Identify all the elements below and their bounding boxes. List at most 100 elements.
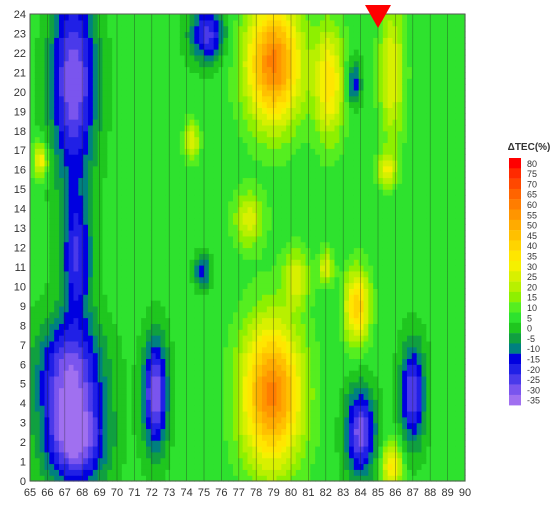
heatmap-cell xyxy=(300,294,307,301)
heatmap-cell xyxy=(136,422,142,430)
heatmap-cell xyxy=(295,66,302,73)
heatmap-cell xyxy=(324,183,331,190)
heatmap-cell xyxy=(204,25,210,33)
heatmap-cell xyxy=(208,410,215,418)
heatmap-cell xyxy=(262,54,268,62)
heatmap-cell xyxy=(281,224,287,231)
heatmap-cell xyxy=(102,224,108,231)
heatmap-cell xyxy=(179,78,186,85)
heatmap-cell xyxy=(146,294,152,301)
heatmap-cell xyxy=(204,265,210,272)
heatmap-cell xyxy=(78,463,84,470)
heatmap-cell xyxy=(165,375,171,383)
heatmap-cell xyxy=(175,31,181,38)
heatmap-cell xyxy=(266,288,273,295)
heatmap-cell xyxy=(252,346,258,354)
heatmap-cell xyxy=(136,206,142,214)
heatmap-cell xyxy=(310,440,316,447)
heatmap-cell xyxy=(155,60,162,68)
heatmap-cell xyxy=(59,136,65,144)
heatmap-cell xyxy=(117,124,123,132)
heatmap-cell xyxy=(97,457,104,465)
heatmap-cell xyxy=(291,84,297,91)
heatmap-cell xyxy=(34,346,41,354)
heatmap-cell xyxy=(97,340,104,348)
heatmap-cell xyxy=(39,294,46,301)
heatmap-cell xyxy=(262,206,268,214)
heatmap-cell xyxy=(92,329,99,336)
heatmap-cell xyxy=(112,183,118,190)
heatmap-cell xyxy=(252,276,258,284)
heatmap-cell xyxy=(189,399,195,406)
heatmap-cell xyxy=(247,416,253,424)
heatmap-cell xyxy=(146,253,152,260)
heatmap-cell xyxy=(59,410,65,418)
heatmap-cell xyxy=(213,370,220,377)
heatmap-cell xyxy=(223,422,229,430)
heatmap-cell xyxy=(194,300,200,307)
heatmap-cell xyxy=(170,113,176,120)
heatmap-cell xyxy=(257,469,263,476)
heatmap-cell xyxy=(295,428,302,435)
heatmap-cell xyxy=(189,329,195,336)
heatmap-cell xyxy=(310,463,316,470)
heatmap-cell xyxy=(54,375,60,383)
heatmap-cell xyxy=(175,440,181,447)
heatmap-cell xyxy=(97,387,104,395)
heatmap-cell xyxy=(63,259,70,266)
heatmap-cell xyxy=(54,89,60,97)
heatmap-cell xyxy=(286,335,292,342)
heatmap-cell xyxy=(194,130,200,138)
heatmap-cell xyxy=(179,323,186,330)
heatmap-cell xyxy=(184,224,191,231)
heatmap-cell xyxy=(271,399,278,406)
heatmap-cell xyxy=(73,95,79,103)
heatmap-cell xyxy=(281,60,287,68)
heatmap-cell xyxy=(310,101,316,108)
heatmap-cell xyxy=(136,101,142,108)
heatmap-cell xyxy=(233,212,239,219)
heatmap-cell xyxy=(54,253,60,260)
heatmap-cell xyxy=(175,422,181,430)
heatmap-cell xyxy=(286,159,292,167)
heatmap-cell xyxy=(59,358,65,365)
heatmap-cell xyxy=(88,25,94,33)
heatmap-cell xyxy=(68,66,75,73)
heatmap-cell xyxy=(54,194,60,202)
heatmap-cell xyxy=(247,189,253,196)
heatmap-cell xyxy=(165,317,171,324)
heatmap-cell xyxy=(146,78,152,85)
heatmap-cell xyxy=(136,475,142,482)
heatmap-cell xyxy=(155,148,162,155)
heatmap-cell xyxy=(262,265,268,272)
heatmap-cell xyxy=(252,194,258,202)
heatmap-cell xyxy=(286,440,292,447)
heatmap-cell xyxy=(97,218,104,225)
heatmap-cell xyxy=(271,352,278,360)
heatmap-cell xyxy=(73,14,79,21)
heatmap-cell xyxy=(141,463,147,470)
heatmap-cell xyxy=(59,475,65,482)
heatmap-cell xyxy=(160,265,166,272)
heatmap-cell xyxy=(146,370,152,377)
heatmap-cell xyxy=(117,381,123,389)
heatmap-cell xyxy=(102,370,108,377)
heatmap-cell xyxy=(295,171,302,179)
heatmap-cell xyxy=(88,159,94,167)
heatmap-cell xyxy=(97,399,104,406)
heatmap-cell xyxy=(208,375,215,383)
heatmap-cell xyxy=(291,346,297,354)
heatmap-cell xyxy=(117,410,123,418)
heatmap-cell xyxy=(223,375,229,383)
heatmap-cell xyxy=(146,14,152,21)
heatmap-cell xyxy=(184,107,191,114)
heatmap-cell xyxy=(252,101,258,108)
heatmap-cell xyxy=(194,72,200,79)
heatmap-cell xyxy=(88,241,94,249)
heatmap-cell xyxy=(189,183,195,190)
heatmap-cell xyxy=(320,78,326,85)
heatmap-cell xyxy=(78,101,84,108)
heatmap-cell xyxy=(208,422,215,430)
heatmap-cell xyxy=(112,358,118,365)
heatmap-cell xyxy=(262,72,268,79)
